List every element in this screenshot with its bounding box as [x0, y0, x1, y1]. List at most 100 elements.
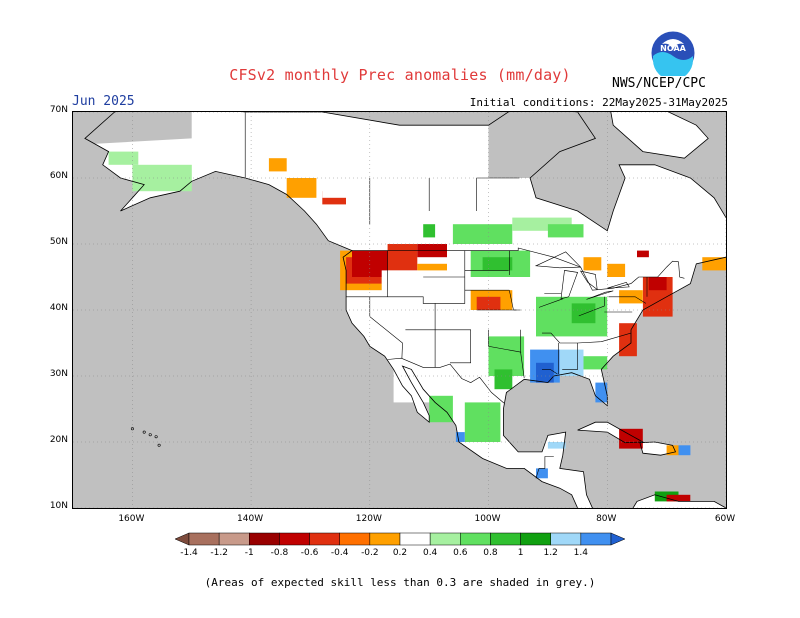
- anomaly-patch: [452, 224, 513, 244]
- lat-label: 30N: [49, 369, 68, 379]
- scale-swatch: [249, 532, 280, 546]
- lake-outline: [607, 281, 630, 289]
- anomaly-patch: [678, 445, 691, 456]
- skill-footnote: (Areas of expected skill less than 0.3 a…: [204, 576, 596, 589]
- political-border: [542, 369, 558, 375]
- anomaly-patch: [571, 303, 596, 324]
- scale-end-high: [610, 532, 626, 546]
- lon-label: 160W: [118, 514, 145, 524]
- scale-swatch: [279, 532, 310, 546]
- anomaly-patch: [547, 442, 566, 449]
- political-border: [387, 357, 505, 404]
- political-border: [538, 298, 563, 308]
- coastline: [639, 441, 677, 456]
- hawaii-island: [148, 433, 152, 437]
- political-border: [562, 343, 578, 370]
- lat-label: 50N: [49, 237, 68, 247]
- political-border: [608, 296, 647, 304]
- political-border: [535, 456, 554, 479]
- lat-label: 40N: [49, 303, 68, 313]
- scale-swatch: [580, 532, 612, 546]
- scale-label: -1.4: [180, 548, 198, 558]
- lon-label: 60W: [714, 514, 736, 524]
- anomaly-patch: [619, 323, 637, 357]
- noaa-logo: NOAA: [650, 30, 696, 80]
- anomaly-patches: [108, 138, 726, 502]
- anomaly-patch: [607, 263, 626, 277]
- anomaly-patch: [476, 296, 501, 310]
- scale-label: 1.4: [573, 548, 588, 558]
- political-border: [520, 329, 525, 379]
- map-grid: [73, 112, 726, 508]
- anomaly-patch: [322, 178, 382, 198]
- scale-swatch: [460, 532, 491, 546]
- anomaly-patch: [108, 151, 139, 165]
- coastline: [632, 494, 726, 508]
- anomaly-patch: [464, 402, 501, 442]
- political-border: [488, 329, 522, 353]
- scale-swatch: [218, 532, 250, 546]
- political-border: [578, 296, 605, 317]
- hawaii-island: [154, 435, 158, 439]
- scale-label: -0.4: [330, 548, 349, 558]
- scale-swatch: [339, 532, 371, 546]
- scale-label: -0.8: [270, 548, 289, 558]
- anomaly-patch: [536, 296, 608, 337]
- scale-swatch: [520, 532, 551, 546]
- scale-label: 0.6: [453, 548, 468, 558]
- lake-outline: [586, 290, 614, 300]
- anomaly-patch: [322, 138, 382, 165]
- scale-swatch: [429, 532, 461, 546]
- political-border: [405, 329, 472, 364]
- anomaly-patch: [393, 349, 453, 403]
- coastline: [577, 421, 645, 444]
- scale-label: 1: [517, 548, 524, 558]
- anomaly-patch: [666, 494, 691, 502]
- anomaly-patch: [387, 244, 418, 271]
- anomaly-patch: [595, 382, 608, 403]
- anomaly-patch: [482, 257, 513, 271]
- lat-label: 10N: [49, 501, 68, 511]
- initial-conditions: Initial conditions: 22May2025-31May2025: [469, 96, 728, 109]
- scale-label: 0.4: [422, 548, 438, 558]
- political-border: [352, 247, 685, 291]
- anomaly-patch: [455, 432, 465, 442]
- lake-outline: [579, 270, 598, 291]
- anomaly-patch: [547, 224, 584, 238]
- scale-swatch: [399, 532, 431, 546]
- coastline: [84, 112, 726, 508]
- hawaii-island: [157, 443, 161, 447]
- map-title: CFSv2 monthly Prec anomalies (mm/day): [229, 66, 571, 84]
- scale-label: -0.6: [300, 548, 319, 558]
- scale-swatch: [550, 532, 582, 546]
- anomaly-patch: [286, 178, 317, 198]
- hawaii-island: [130, 427, 134, 431]
- anomaly-patch: [536, 362, 554, 383]
- scale-label: -1: [244, 548, 254, 558]
- color-scale-bar: [174, 532, 626, 546]
- political-border: [542, 332, 632, 344]
- anomaly-patch: [494, 369, 513, 390]
- political-border: [369, 296, 403, 359]
- lon-label: 100W: [474, 514, 501, 524]
- anomaly-patch: [423, 224, 436, 238]
- scale-swatch: [188, 532, 220, 546]
- anomaly-patch: [203, 138, 252, 172]
- scale-label: 0.2: [392, 548, 408, 558]
- lat-label: 70N: [49, 105, 68, 115]
- color-scale: [174, 531, 626, 546]
- precip-anomaly-map: [72, 111, 727, 509]
- land-polygon: [610, 112, 709, 159]
- scale-label: -1.2: [210, 548, 228, 558]
- forecast-month: Jun 2025: [72, 94, 135, 109]
- coastline: [610, 112, 709, 159]
- low-skill-area: [488, 112, 596, 178]
- lon-label: 80W: [596, 514, 617, 524]
- logo-text: NOAA: [660, 44, 686, 53]
- scale-swatch: [490, 532, 521, 546]
- anomaly-patch: [619, 428, 643, 449]
- anomaly-patch: [268, 158, 287, 172]
- scale-label: -0.2: [361, 548, 379, 558]
- anomaly-patch: [648, 277, 667, 291]
- anomaly-patch: [583, 356, 608, 370]
